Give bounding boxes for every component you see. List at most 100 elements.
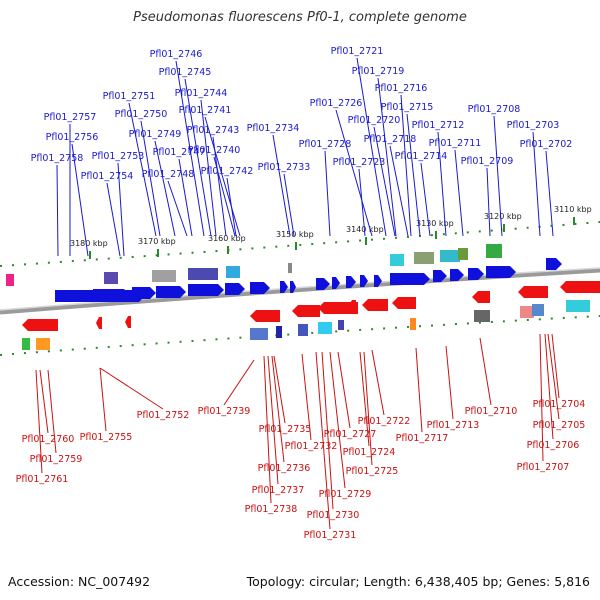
lower-gene-label: Pfl01_2704: [533, 399, 586, 410]
upper-label-leader: [106, 182, 121, 257]
upper-label-leader: [154, 140, 176, 237]
domain-box: [474, 310, 490, 322]
upper-gene-label: Pfl01_2745: [159, 67, 212, 78]
forward-gene-arrow: [132, 287, 156, 299]
upper-label-leader: [212, 136, 227, 237]
upper-label-leader: [532, 131, 541, 237]
upper-label-leader: [184, 78, 212, 237]
reverse-gene-arrow: [125, 316, 131, 328]
upper-gene-labels: Pfl01_2746 Pfl01_2745 Pfl01_2744 Pfl01_2751…: [31, 46, 573, 257]
lower-label-leader: [371, 349, 385, 416]
lower-label-leader: [99, 367, 164, 410]
lower-gene-label: Pfl01_2760: [22, 434, 75, 445]
upper-label-leader: [358, 168, 366, 237]
forward-gene-arrow: [450, 269, 464, 281]
upper-label-leader: [545, 150, 554, 237]
lower-label-leader: [99, 367, 107, 432]
domain-box: [298, 324, 308, 336]
lower-label-leader: [359, 351, 370, 447]
upper-gene-label: Pfl01_2753: [92, 151, 145, 162]
upper-label-leader: [226, 177, 237, 237]
upper-label-leader: [178, 158, 193, 237]
lower-gene-labels: Pfl01_2752 Pfl01_2739 Pfl01_2710 Pfl01_2704…: [16, 333, 586, 541]
lower-label-leader: [551, 333, 560, 399]
topology-text: Topology: circular; Length: 6,438,405 bp…: [246, 574, 590, 589]
upper-tick-row: [0, 221, 600, 267]
domain-box: [276, 326, 282, 338]
upper-label-leader: [140, 120, 161, 237]
domain-box: [318, 322, 332, 334]
reverse-gene-arrow: [472, 291, 490, 303]
domain-box: [104, 272, 118, 284]
reverse-gene-arrow: [96, 317, 102, 329]
domain-box: [188, 268, 218, 280]
reverse-gene-arrow: [250, 310, 280, 322]
lower-gene-label: Pfl01_2735: [259, 424, 312, 435]
lower-gene-label: Pfl01_2752: [137, 410, 190, 421]
upper-gene-label: Pfl01_2741: [179, 105, 232, 116]
reverse-gene-arrow: [292, 305, 320, 317]
upper-gene-label: Pfl01_2719: [352, 66, 405, 77]
lower-label-leader: [315, 351, 331, 530]
upper-gene-label: Pfl01_2758: [31, 153, 84, 164]
upper-gene-label: Pfl01_2747: [153, 147, 206, 158]
domain-box: [22, 338, 30, 350]
upper-gene-label: Pfl01_2714: [395, 151, 448, 162]
lower-label-leader: [301, 353, 312, 441]
lower-gene-label: Pfl01_2725: [346, 466, 399, 477]
lower-label-leader: [273, 355, 286, 424]
upper-gene-label: Pfl01_2734: [247, 123, 300, 134]
upper-gene-label: Pfl01_2748: [142, 169, 195, 180]
lower-gene-label: Pfl01_2730: [307, 510, 360, 521]
upper-gene-label: Pfl01_2749: [129, 129, 182, 140]
lower-gene-label: Pfl01_2761: [16, 474, 69, 485]
upper-gene-label: Pfl01_2728: [299, 139, 352, 150]
upper-gene-label: Pfl01_2703: [507, 120, 560, 131]
upper-label-leader: [175, 60, 205, 237]
domain-box: [390, 254, 404, 266]
lower-label-leader: [337, 351, 351, 429]
reverse-gene-arrow: [560, 281, 600, 293]
lower-gene-label: Pfl01_2738: [245, 504, 298, 515]
domain-box: [566, 300, 590, 312]
upper-gene-label: Pfl01_2756: [46, 132, 99, 143]
upper-gene-label: Pfl01_2702: [520, 139, 573, 150]
domain-box: [440, 250, 460, 262]
domain-box: [338, 320, 344, 330]
lower-label-leader: [329, 351, 346, 489]
upper-label-leader: [272, 134, 291, 237]
accession-text: Accession: NC_007492: [8, 574, 151, 589]
forward-gene-arrow: [100, 289, 130, 301]
reverse-gene-arrow: [392, 297, 416, 309]
upper-label-leader: [117, 162, 125, 257]
diagram-title: Pseudomonas fluorescens Pf0-1, complete …: [133, 10, 467, 25]
upper-label-leader: [324, 150, 331, 237]
lower-label-leader: [223, 359, 255, 406]
upper-gene-label: Pfl01_2750: [115, 109, 168, 120]
lower-gene-label: Pfl01_2707: [517, 462, 570, 473]
kbp-tick-label: 3130 kbp: [416, 219, 454, 228]
lower-gene-label: Pfl01_2729: [319, 489, 372, 500]
reverse-gene-arrow: [348, 300, 356, 312]
lower-gene-label: Pfl01_2713: [427, 420, 480, 431]
forward-gene-arrow: [280, 281, 288, 293]
reverse-gene-arrow: [318, 302, 358, 314]
upper-gene-label: Pfl01_2740: [188, 145, 241, 156]
upper-gene-label: Pfl01_2715: [381, 102, 434, 113]
lower-label-leader: [415, 347, 423, 433]
upper-gene-label: Pfl01_2708: [468, 104, 521, 115]
forward-gene-arrow: [225, 283, 245, 295]
lower-gene-label: Pfl01_2727: [324, 429, 377, 440]
lower-label-leader: [267, 355, 279, 485]
forward-gene-arrow: [468, 268, 484, 280]
lower-label-leader: [263, 355, 272, 504]
upper-gene-label: Pfl01_2712: [412, 120, 465, 131]
domain-box: [250, 328, 268, 340]
upper-label-leader: [335, 109, 373, 237]
lower-label-leader: [479, 337, 492, 406]
domain-box: [36, 338, 50, 350]
forward-gene-arrow: [316, 278, 330, 290]
domain-box: [6, 274, 14, 286]
lower-gene-label: Pfl01_2755: [80, 432, 133, 443]
